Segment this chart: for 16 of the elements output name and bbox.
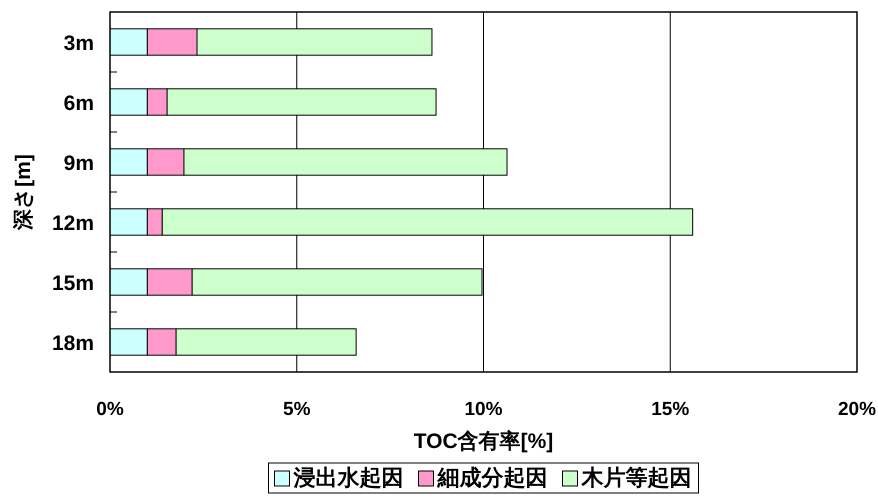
y-tick-label: 12m (52, 212, 94, 235)
x-tick-label: 5% (283, 399, 311, 420)
y-tick-label: 9m (64, 152, 94, 175)
y-tick-label: 6m (64, 92, 94, 115)
x-tick-label: 20% (838, 399, 876, 420)
x-tick-label: 10% (464, 399, 503, 420)
x-tick-label: 0% (96, 399, 124, 420)
y-tick-label: 15m (52, 272, 94, 295)
x-axis-title: TOC含有率[%] (414, 429, 554, 453)
legend-label: 木片等起因 (580, 465, 692, 490)
y-tick-label: 18m (52, 332, 94, 355)
x-tick-label: 15% (651, 399, 690, 420)
legend-label: 細成分起因 (436, 465, 548, 490)
y-axis-title: 深さ[m] (12, 154, 35, 231)
legend-label: 浸出水起因 (292, 465, 404, 490)
y-tick-label: 3m (64, 32, 94, 55)
